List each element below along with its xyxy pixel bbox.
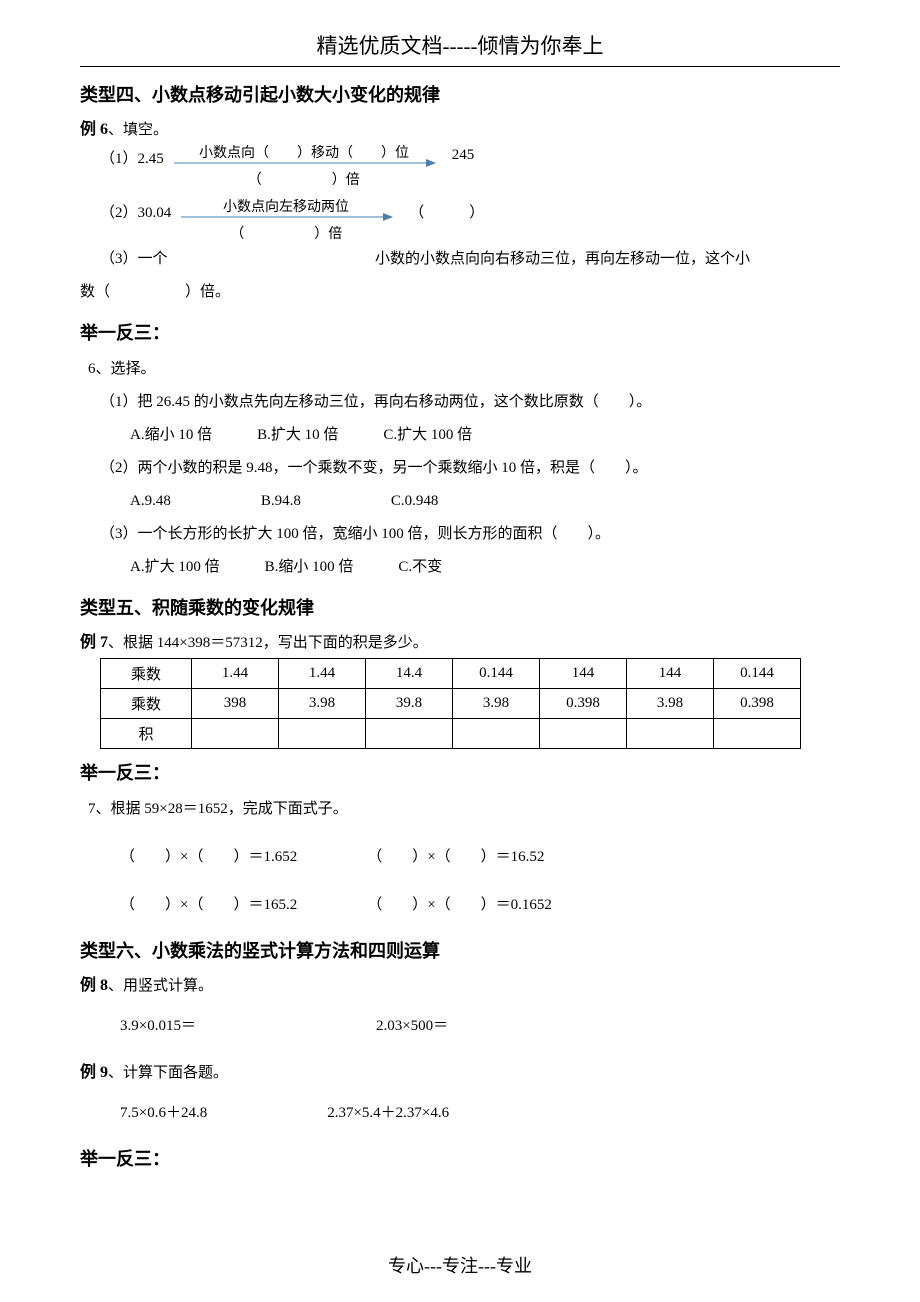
cell: [627, 719, 714, 749]
cell: 1.44: [279, 659, 366, 689]
section4-title: 类型四、小数点移动引起小数大小变化的规律: [80, 81, 840, 107]
q1-right: 245: [444, 145, 475, 164]
section5-title: 类型五、积随乘数的变化规律: [80, 594, 840, 620]
ex9-row: 7.5×0.6＋24.8 2.37×5.4＋2.37×4.6: [80, 1097, 840, 1130]
cell: [279, 719, 366, 749]
table-row: 乘数 1.44 1.44 14.4 0.144 144 144 0.144: [101, 659, 801, 689]
example8-label: 例 8: [80, 977, 108, 994]
section4-sub: 举一反三：: [80, 319, 840, 345]
q1-bot: （ ）倍: [248, 169, 360, 189]
q1-arrow-block: 小数点向（ ）移动（ ）位 （ ）倍: [164, 145, 444, 189]
q2-right: （ ）: [401, 199, 484, 222]
ex9-b: 2.37×5.4＋2.37×4.6: [327, 1105, 449, 1121]
cell: 0.398: [540, 689, 627, 719]
cell: 1.44: [192, 659, 279, 689]
p6-head: 6、选择。: [80, 353, 840, 386]
example7-tail: 、根据 144×398＝57312，写出下面的积是多少。: [108, 635, 428, 651]
q2-row: （2）30.04 小数点向左移动两位 （ ）倍 （ ）: [80, 199, 840, 243]
example6-line: 例 6、填空。: [80, 115, 840, 139]
product-table: 乘数 1.44 1.44 14.4 0.144 144 144 0.144 乘数…: [100, 658, 801, 749]
cell: 3.98: [627, 689, 714, 719]
page: 精选优质文档-----倾情为你奉上 类型四、小数点移动引起小数大小变化的规律 例…: [0, 0, 920, 1302]
eq2b: （ ）×（ ）＝0.1652: [367, 897, 552, 913]
row-label: 乘数: [101, 659, 192, 689]
row-label: 积: [101, 719, 192, 749]
cell: 144: [540, 659, 627, 689]
example7-line: 例 7、根据 144×398＝57312，写出下面的积是多少。: [80, 628, 840, 652]
q1-row: （1）2.45 小数点向（ ）移动（ ）位 （ ）倍 245: [80, 145, 840, 189]
row-label: 乘数: [101, 689, 192, 719]
q2-bot: （ ）倍: [230, 223, 342, 243]
cell: 3.98: [279, 689, 366, 719]
example9-tail: 、计算下面各题。: [108, 1065, 228, 1081]
example9-line: 例 9、计算下面各题。: [80, 1058, 840, 1082]
cell: [192, 719, 279, 749]
example6-label: 例 6: [80, 121, 108, 138]
ex8-row: 3.9×0.015＝ 2.03×500＝: [80, 1010, 840, 1043]
q1-top-text: 小数点向（ ）移动（ ）位: [199, 145, 409, 161]
q3-a: （3）一个: [100, 251, 168, 267]
q2-left: （2）30.04: [100, 199, 171, 222]
cell: [366, 719, 453, 749]
p6-2-opts: A.9.48 B.94.8 C.0.948: [80, 485, 840, 518]
p7-head: 7、根据 59×28＝1652，完成下面式子。: [80, 793, 840, 826]
eq-row-1: （ ）×（ ）＝1.652 （ ）×（ ）＝16.52: [80, 841, 840, 874]
table-row: 积: [101, 719, 801, 749]
cell: 0.398: [714, 689, 801, 719]
page-header: 精选优质文档-----倾情为你奉上: [80, 30, 840, 66]
cell: 0.144: [714, 659, 801, 689]
q3-line1: （3）一个 小数的小数点向向右移动三位，再向左移动一位，这个小: [80, 243, 840, 276]
cell: 14.4: [366, 659, 453, 689]
p6-1: （1）把 26.45 的小数点先向左移动三位，再向右移动两位，这个数比原数（ ）…: [80, 386, 840, 419]
example9-label: 例 9: [80, 1064, 108, 1081]
header-rule: [80, 66, 840, 67]
q3-b: 小数的小数点向向右移动三位，再向左移动一位，这个小: [375, 251, 750, 267]
eq-row-2: （ ）×（ ）＝165.2 （ ）×（ ）＝0.1652: [80, 889, 840, 922]
cell: 39.8: [366, 689, 453, 719]
arrow-icon: 小数点向（ ）移动（ ）位: [164, 145, 444, 169]
example6-tail: 、填空。: [108, 122, 168, 138]
example8-tail: 、用竖式计算。: [108, 978, 213, 994]
p6-1-opts: A.缩小 10 倍 B.扩大 10 倍 C.扩大 100 倍: [80, 419, 840, 452]
q3-line2: 数（ ）倍。: [80, 276, 840, 309]
eq1a: （ ）×（ ）＝1.652: [120, 849, 297, 865]
cell: [453, 719, 540, 749]
section6-sub: 举一反三：: [80, 1145, 840, 1171]
cell: [714, 719, 801, 749]
eq1b: （ ）×（ ）＝16.52: [367, 849, 544, 865]
q2-arrow-block: 小数点向左移动两位 （ ）倍: [171, 199, 401, 243]
cell: 0.144: [453, 659, 540, 689]
example8-line: 例 8、用竖式计算。: [80, 971, 840, 995]
section5-sub: 举一反三：: [80, 759, 840, 785]
table-row: 乘数 398 3.98 39.8 3.98 0.398 3.98 0.398: [101, 689, 801, 719]
cell: 3.98: [453, 689, 540, 719]
cell: [540, 719, 627, 749]
ex9-a: 7.5×0.6＋24.8: [120, 1105, 207, 1121]
cell: 398: [192, 689, 279, 719]
cell: 144: [627, 659, 714, 689]
page-footer: 专心---专注---专业: [0, 1252, 920, 1278]
p6-3-opts: A.扩大 100 倍 B.缩小 100 倍 C.不变: [80, 551, 840, 584]
example7-label: 例 7: [80, 634, 108, 651]
q2-top-text: 小数点向左移动两位: [223, 199, 349, 215]
section6-title: 类型六、小数乘法的竖式计算方法和四则运算: [80, 937, 840, 963]
p6-2: （2）两个小数的积是 9.48，一个乘数不变，另一个乘数缩小 10 倍，积是（ …: [80, 452, 840, 485]
p6-3: （3）一个长方形的长扩大 100 倍，宽缩小 100 倍，则长方形的面积（ ）。: [80, 518, 840, 551]
q1-left: （1）2.45: [100, 145, 164, 168]
ex8-a: 3.9×0.015＝: [120, 1018, 196, 1034]
eq2a: （ ）×（ ）＝165.2: [120, 897, 297, 913]
arrow-icon: 小数点向左移动两位: [171, 199, 401, 223]
ex8-b: 2.03×500＝: [376, 1018, 448, 1034]
